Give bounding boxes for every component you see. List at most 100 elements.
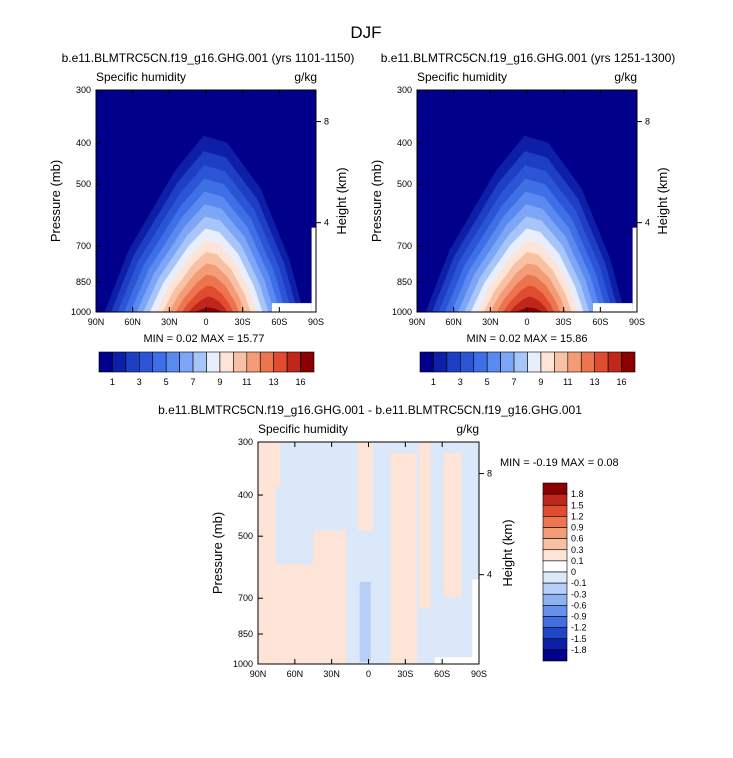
contour-level <box>516 307 543 312</box>
contour-level <box>195 307 222 312</box>
colorbar-box <box>179 351 194 373</box>
topography-mask <box>593 303 633 312</box>
contour-level <box>509 296 549 312</box>
height-tick-label: 4 <box>324 218 329 228</box>
x-tick-label: 30N <box>482 317 499 327</box>
topography-mask <box>434 657 473 664</box>
panel-3-ylabel-right: Height (km) <box>500 519 515 586</box>
colorbar-box <box>419 351 434 373</box>
colorbar-box <box>486 351 501 373</box>
panel-2-plot: 90N 60N 30N 0 30S 60S 90S 300 400 500 700 850 1000 8 4 <box>392 85 650 327</box>
colorbar-box <box>594 351 609 373</box>
colorbar-box <box>446 351 461 373</box>
y-tick-label: 700 <box>397 241 412 251</box>
y-tick-label: 300 <box>397 85 412 95</box>
colorbar-box <box>286 351 301 373</box>
colorbar-label: 0.9 <box>571 523 584 533</box>
colorbar-box <box>206 351 221 373</box>
x-tick-label: 30S <box>556 317 572 327</box>
colorbar-box <box>165 351 180 373</box>
colorbar-box <box>219 351 234 373</box>
panel-1-right-label: g/kg <box>294 70 317 84</box>
colorbar-label: -0.1 <box>571 578 587 588</box>
x-tick-label: 90S <box>471 669 487 679</box>
colorbar-label: 7 <box>191 377 196 387</box>
panel-1-left-label: Specific humidity <box>96 70 186 84</box>
contour-level <box>188 296 228 312</box>
panel-3-colorbar: 1.81.51.20.90.60.30.10-0.1-0.3-0.6-0.9-1… <box>542 482 587 662</box>
colorbar-box <box>300 351 315 373</box>
colorbar-box <box>246 351 261 373</box>
colorbar-label: -0.9 <box>571 612 587 622</box>
y-tick-label: 850 <box>397 277 412 287</box>
x-tick-label: 90S <box>308 317 324 327</box>
colorbar-label: 0 <box>571 567 576 577</box>
y-tick-label: 850 <box>238 629 253 639</box>
panel-2-ylabel-right: Height (km) <box>655 167 670 234</box>
y-tick-label: 400 <box>76 138 91 148</box>
colorbar-label: 0.1 <box>571 556 584 566</box>
diff-positive-region <box>419 442 431 609</box>
colorbar-label: 7 <box>512 377 517 387</box>
y-tick-label: 1000 <box>233 659 253 669</box>
topography-mask <box>272 303 312 312</box>
colorbar-box <box>192 351 207 373</box>
panel-3-ylabel: Pressure (mb) <box>210 512 225 594</box>
colorbar-box <box>607 351 622 373</box>
colorbar-label: -0.6 <box>571 600 587 610</box>
panel-2-ylabel: Pressure (mb) <box>369 160 384 242</box>
colorbar-box <box>542 538 568 551</box>
panel-2-colorbar: 1 3 5 7 9 11 13 16 <box>419 351 636 387</box>
topography-mask <box>632 227 637 312</box>
panel-2-right-label: g/kg <box>614 70 637 84</box>
x-tick-label: 90N <box>409 317 426 327</box>
colorbar-label: 1 <box>431 377 436 387</box>
colorbar-box <box>125 351 140 373</box>
panel-3-stats: MIN = -0.19 MAX = 0.08 <box>500 457 619 469</box>
colorbar-box <box>554 351 569 373</box>
colorbar-box <box>500 351 515 373</box>
x-tick-label: 30N <box>161 317 178 327</box>
height-tick-label: 4 <box>645 218 650 228</box>
colorbar-label: 11 <box>242 377 251 387</box>
y-tick-label: 850 <box>76 277 91 287</box>
y-tick-label: 400 <box>238 490 253 500</box>
diff-negative-region <box>359 581 371 662</box>
topography-mask <box>472 579 479 664</box>
colorbar-label: -1.5 <box>571 634 587 644</box>
y-tick-label: 700 <box>238 593 253 603</box>
x-tick-label: 0 <box>366 669 371 679</box>
colorbar-label: -0.3 <box>571 589 587 599</box>
colorbar-box <box>542 582 568 595</box>
x-tick-label: 60S <box>271 317 287 327</box>
x-tick-label: 0 <box>203 317 208 327</box>
panel-2: b.e11.BLMTRC5CN.f19_g16.GHG.001 (yrs 125… <box>369 51 675 387</box>
colorbar-label: 1.2 <box>571 511 584 521</box>
colorbar-box <box>542 571 568 584</box>
colorbar-box <box>542 549 568 562</box>
colorbar-label: 16 <box>296 377 306 387</box>
colorbar-label: 16 <box>617 377 627 387</box>
colorbar-box <box>152 351 167 373</box>
colorbar-label: 1 <box>110 377 115 387</box>
x-tick-label: 0 <box>524 317 529 327</box>
height-tick-label: 8 <box>645 117 650 127</box>
height-tick-label: 8 <box>487 469 492 479</box>
colorbar-box <box>433 351 448 373</box>
x-tick-label: 90S <box>629 317 645 327</box>
panel-1-colorbar: 1 3 5 7 9 11 13 16 <box>98 351 315 387</box>
colorbar-box <box>112 351 127 373</box>
colorbar-label: 9 <box>538 377 543 387</box>
x-tick-label: 90N <box>88 317 105 327</box>
y-tick-label: 1000 <box>392 307 412 317</box>
panel-3: b.e11.BLMTRC5CN.f19_g16.GHG.001 - b.e11.… <box>158 403 619 679</box>
height-tick-label: 4 <box>487 570 492 580</box>
x-tick-label: 60S <box>434 669 450 679</box>
y-tick-label: 500 <box>397 179 412 189</box>
height-tick-label: 8 <box>324 117 329 127</box>
colorbar-box <box>542 527 568 539</box>
panel-3-right-label: g/kg <box>456 422 479 436</box>
panel-1-title: b.e11.BLMTRC5CN.f19_g16.GHG.001 (yrs 110… <box>62 51 355 65</box>
x-tick-label: 60N <box>445 317 462 327</box>
diff-positive-region <box>269 442 281 487</box>
